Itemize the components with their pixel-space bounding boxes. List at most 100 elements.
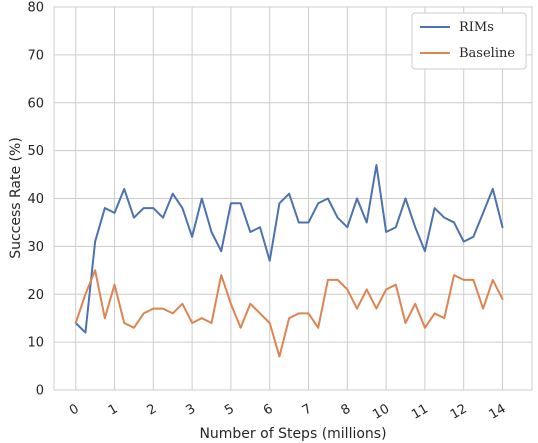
data-point-baseline	[365, 288, 368, 291]
data-point-rims	[132, 216, 135, 219]
data-point-baseline	[84, 293, 87, 296]
data-point-rims	[103, 206, 106, 209]
legend-label-rims: RIMs	[459, 20, 494, 35]
y-tick-label: 60	[27, 96, 44, 111]
data-point-rims	[462, 240, 465, 243]
x-tick-labels: 0 1 2 3 5 6 7 8 10 11 12 14	[67, 401, 508, 422]
data-point-baseline	[278, 355, 281, 358]
data-point-baseline	[288, 317, 291, 320]
data-point-rims	[423, 250, 426, 253]
data-point-rims	[443, 216, 446, 219]
data-point-rims	[452, 221, 455, 224]
y-tick-label: 20	[27, 288, 44, 303]
data-point-baseline	[326, 278, 329, 281]
x-tick-label: 8	[339, 401, 354, 418]
data-point-baseline	[94, 269, 97, 272]
data-point-rims	[249, 230, 252, 233]
data-point-baseline	[103, 317, 106, 320]
x-tick-label: 6	[261, 401, 276, 418]
data-point-rims	[229, 202, 232, 205]
data-point-rims	[84, 331, 87, 334]
data-point-rims	[94, 240, 97, 243]
data-point-rims	[336, 216, 339, 219]
data-point-baseline	[336, 278, 339, 281]
series-line-baseline	[74, 269, 504, 358]
data-point-rims	[501, 226, 504, 229]
data-point-baseline	[249, 302, 252, 305]
data-point-rims	[191, 235, 194, 238]
data-point-rims	[142, 206, 145, 209]
data-point-rims	[394, 226, 397, 229]
x-tick-label: 1	[106, 401, 121, 418]
data-point-rims	[317, 202, 320, 205]
data-point-baseline	[443, 317, 446, 320]
x-tick-label: 12	[448, 401, 470, 422]
data-point-rims	[288, 192, 291, 195]
data-point-baseline	[268, 321, 271, 324]
series-line-rims	[74, 163, 504, 334]
data-point-baseline	[423, 326, 426, 329]
data-point-baseline	[200, 317, 203, 320]
data-point-baseline	[414, 302, 417, 305]
data-point-rims	[355, 197, 358, 200]
data-point-baseline	[482, 307, 485, 310]
data-point-rims	[297, 221, 300, 224]
y-axis-label: Success Rate (%)	[8, 137, 24, 259]
y-tick-labels: 0 10 20 30 40 50 60 70 80	[27, 1, 44, 399]
data-point-rims	[171, 192, 174, 195]
x-axis-label: Number of Steps (millions)	[199, 426, 386, 442]
data-point-rims	[258, 226, 261, 229]
data-point-baseline	[307, 312, 310, 315]
data-point-baseline	[404, 321, 407, 324]
y-tick-label: 50	[27, 144, 44, 159]
x-tick-label: 7	[300, 401, 315, 418]
data-point-rims	[365, 221, 368, 224]
data-point-rims	[268, 259, 271, 262]
y-tick-label: 30	[27, 240, 44, 255]
data-point-rims	[123, 187, 126, 190]
data-point-baseline	[74, 321, 77, 324]
data-point-rims	[113, 211, 116, 214]
data-point-rims	[375, 163, 378, 166]
data-point-baseline	[491, 278, 494, 281]
data-point-rims	[210, 230, 213, 233]
data-point-rims	[161, 216, 164, 219]
x-tick-label: 10	[370, 401, 392, 422]
y-tick-label: 10	[27, 336, 44, 351]
data-point-baseline	[132, 326, 135, 329]
x-tick-label: 2	[145, 401, 160, 418]
data-point-baseline	[113, 283, 116, 286]
data-point-baseline	[346, 288, 349, 291]
data-point-baseline	[142, 312, 145, 315]
data-point-rims	[491, 187, 494, 190]
y-tick-label: 40	[27, 192, 44, 207]
data-point-rims	[385, 230, 388, 233]
x-tick-label: 5	[222, 401, 237, 418]
x-tick-label: 11	[409, 401, 431, 422]
data-point-baseline	[472, 278, 475, 281]
data-point-baseline	[239, 326, 242, 329]
data-point-baseline	[501, 297, 504, 300]
data-point-rims	[433, 206, 436, 209]
data-point-baseline	[181, 302, 184, 305]
data-point-rims	[181, 206, 184, 209]
x-tick-label: 3	[183, 401, 198, 418]
data-point-baseline	[394, 283, 397, 286]
data-point-baseline	[210, 321, 213, 324]
x-tick-label: 0	[67, 401, 82, 418]
data-point-rims	[472, 235, 475, 238]
data-point-baseline	[171, 312, 174, 315]
data-point-rims	[482, 211, 485, 214]
y-tick-label: 0	[36, 384, 44, 399]
data-point-baseline	[123, 321, 126, 324]
data-point-baseline	[258, 312, 261, 315]
data-point-baseline	[375, 307, 378, 310]
data-point-baseline	[229, 302, 232, 305]
data-point-baseline	[452, 274, 455, 277]
series-layer	[74, 163, 504, 358]
data-point-baseline	[355, 307, 358, 310]
data-point-rims	[346, 226, 349, 229]
y-tick-label: 80	[27, 1, 44, 16]
y-tick-label: 70	[27, 48, 44, 63]
